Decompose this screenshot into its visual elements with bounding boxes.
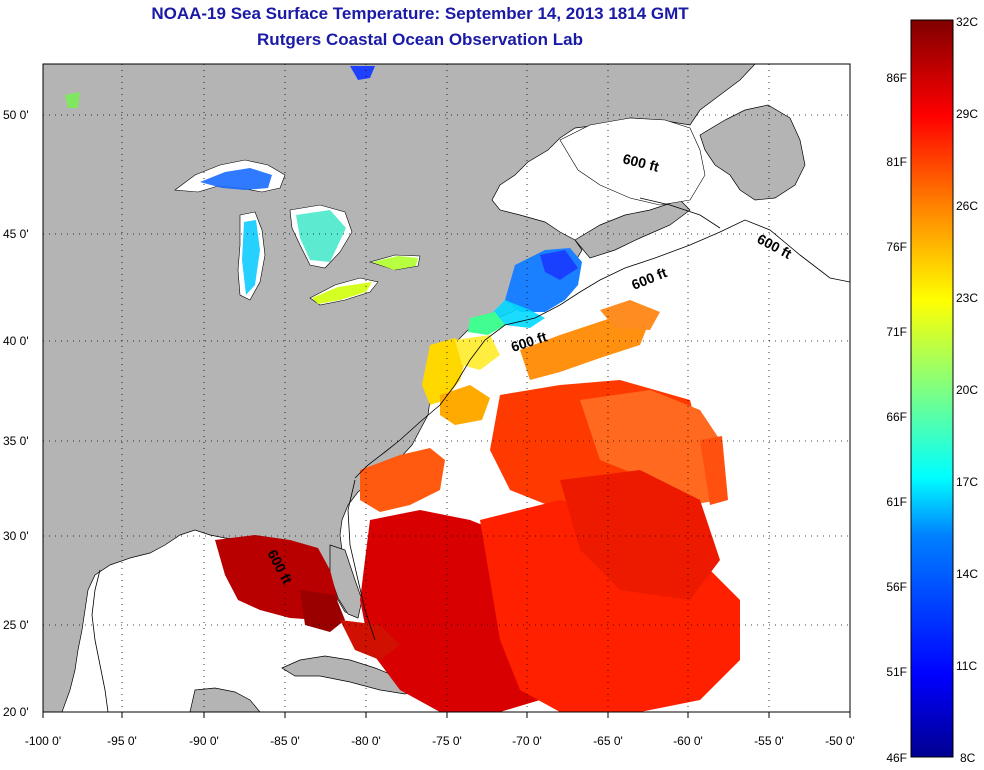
land-nova-scotia	[574, 199, 691, 259]
colorbar-f-label: 76F	[886, 240, 907, 254]
x-tick-label: -70 0'	[512, 734, 542, 748]
y-tick-label: 35 0'	[3, 434, 29, 448]
graticule	[43, 64, 850, 712]
y-tick-label: 25 0'	[3, 618, 29, 632]
x-tick-label: -65 0'	[593, 734, 623, 748]
colorbar-fahrenheit-labels: 86F 81F 76F 71F 66F 61F 56F 51F 46F	[886, 71, 907, 765]
colorbar-c-label: 23C	[956, 291, 978, 305]
gulf-of-maine-sst	[468, 248, 582, 335]
colorbar-f-label: 56F	[886, 580, 907, 594]
x-tick-label: -100 0'	[25, 734, 61, 748]
x-tick-marks	[42, 712, 851, 718]
gulf-st-lawrence	[559, 117, 706, 206]
x-tick-label: -50 0'	[825, 734, 855, 748]
x-tick-label: -90 0'	[189, 734, 219, 748]
x-tick-label: -80 0'	[351, 734, 381, 748]
y-tick-label: 45 0'	[3, 227, 29, 241]
y-axis-labels: 50 0' 45 0' 40 0' 35 0' 30 0' 25 0' 20 0…	[3, 108, 29, 719]
lake-sst-overlay	[65, 66, 418, 304]
colorbar-c-label: 20C	[956, 383, 978, 397]
colorbar-celsius-labels: 32C 29C 26C 23C 20C 17C 14C 11C 8C	[956, 15, 978, 765]
colorbar-c-label: 17C	[956, 475, 978, 489]
x-tick-label: -55 0'	[754, 734, 784, 748]
colorbar-c-label: 14C	[956, 567, 978, 581]
colorbar-c-label: 8C	[960, 751, 976, 765]
map-subtitle: Rutgers Coastal Ocean Observation Lab	[257, 30, 583, 49]
southern-warm-sst	[360, 380, 740, 712]
y-tick-label: 30 0'	[3, 529, 29, 543]
land-yucatan	[189, 687, 261, 712]
colorbar-c-label: 29C	[956, 107, 978, 121]
y-tick-label: 50 0'	[3, 108, 29, 122]
x-tick-label: -95 0'	[107, 734, 137, 748]
colorbar-f-label: 51F	[886, 665, 907, 679]
x-tick-label: -60 0'	[673, 734, 703, 748]
colorbar-f-label: 86F	[886, 71, 907, 85]
y-tick-label: 20 0'	[3, 705, 29, 719]
colorbar-f-label: 71F	[886, 325, 907, 339]
x-axis-labels: -100 0' -95 0' -90 0' -85 0' -80 0' -75 …	[25, 734, 855, 748]
colorbar-c-label: 26C	[956, 199, 978, 213]
map-area	[43, 64, 850, 712]
x-tick-label: -85 0'	[270, 734, 300, 748]
colorbar-f-label: 61F	[886, 495, 907, 509]
colorbar-c-label: 11C	[956, 659, 977, 673]
land-newfoundland	[699, 104, 806, 201]
y-tick-label: 40 0'	[3, 334, 29, 348]
colorbar-f-label: 81F	[886, 155, 907, 169]
mid-atlantic-sst	[422, 300, 660, 425]
map-title: NOAA-19 Sea Surface Temperature: Septemb…	[151, 4, 689, 23]
colorbar-f-label: 66F	[886, 410, 907, 424]
colorbar-f-label: 46F	[886, 751, 907, 765]
isobath-600ft	[91, 197, 850, 712]
gulf-of-mexico-sst	[215, 535, 400, 660]
colorbar	[910, 19, 954, 758]
x-tick-label: -75 0'	[432, 734, 462, 748]
colorbar-c-label: 32C	[956, 15, 978, 29]
